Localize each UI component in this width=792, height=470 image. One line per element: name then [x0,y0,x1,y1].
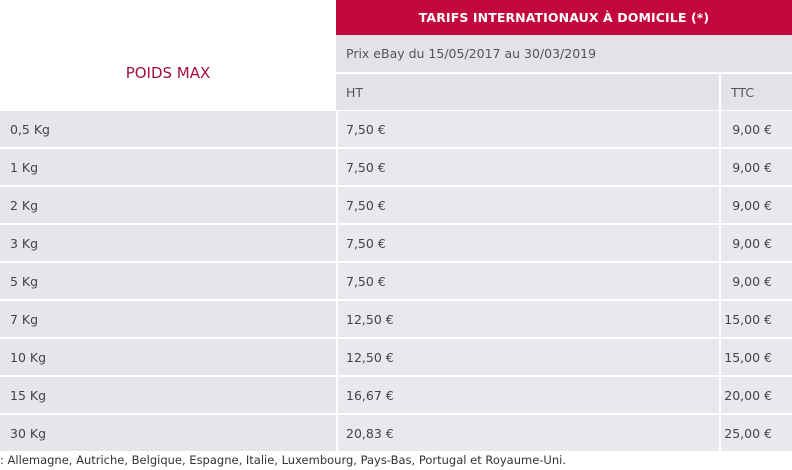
ttc-price-cell: 9,00 € [721,187,792,223]
ht-price-cell: 7,50 € [338,263,719,299]
ht-price-cell: 20,83 € [338,415,719,451]
footnote: : Allemagne, Autriche, Belgique, Espagne… [0,453,566,467]
ht-price-cell: 7,50 € [338,149,719,185]
table-row: 0,5 Kg 7,50 €9,00 € [0,111,792,147]
period-header: Prix eBay du 15/05/2017 au 30/03/2019 [336,35,792,72]
weight-cell: 3 Kg [0,225,336,261]
weight-cell: 10 Kg [0,339,336,375]
table-row: 7 Kg 12,50 €15,00 € [0,301,792,337]
ht-price-cell: 16,67 € [338,377,719,413]
table-row: 30 Kg 20,83 €25,00 € [0,415,792,451]
ttc-price-cell: 25,00 € [721,415,792,451]
poids-max-header: POIDS MAX [125,63,211,82]
ttc-price-cell: 9,00 € [721,263,792,299]
weight-cell: 5 Kg [0,263,336,299]
ht-column-header: HT [336,74,719,110]
table-row: 2 Kg 7,50 €9,00 € [0,187,792,223]
weight-cell: 2 Kg [0,187,336,223]
ht-price-cell: 12,50 € [338,301,719,337]
weight-cell: 7 Kg [0,301,336,337]
ht-price-cell: 12,50 € [338,339,719,375]
ht-price-cell: 7,50 € [338,111,719,147]
ttc-price-cell: 9,00 € [721,111,792,147]
weight-cell: 0,5 Kg [0,111,336,147]
ht-price-cell: 7,50 € [338,187,719,223]
table-row: 15 Kg 16,67 €20,00 € [0,377,792,413]
table-row: 10 Kg 12,50 €15,00 € [0,339,792,375]
table-row: 1 Kg 7,50 €9,00 € [0,149,792,185]
table-row: 5 Kg 7,50 €9,00 € [0,263,792,299]
ttc-column-header: TTC [721,74,792,110]
ht-price-cell: 7,50 € [338,225,719,261]
ttc-price-cell: 15,00 € [721,301,792,337]
ttc-price-cell: 9,00 € [721,149,792,185]
ttc-price-cell: 20,00 € [721,377,792,413]
weight-cell: 15 Kg [0,377,336,413]
ttc-price-cell: 15,00 € [721,339,792,375]
weight-cell: 30 Kg [0,415,336,451]
weight-cell: 1 Kg [0,149,336,185]
ttc-price-cell: 9,00 € [721,225,792,261]
table-row: 3 Kg 7,50 €9,00 € [0,225,792,261]
table-title: TARIFS INTERNATIONAUX À DOMICILE (*) [336,0,792,35]
